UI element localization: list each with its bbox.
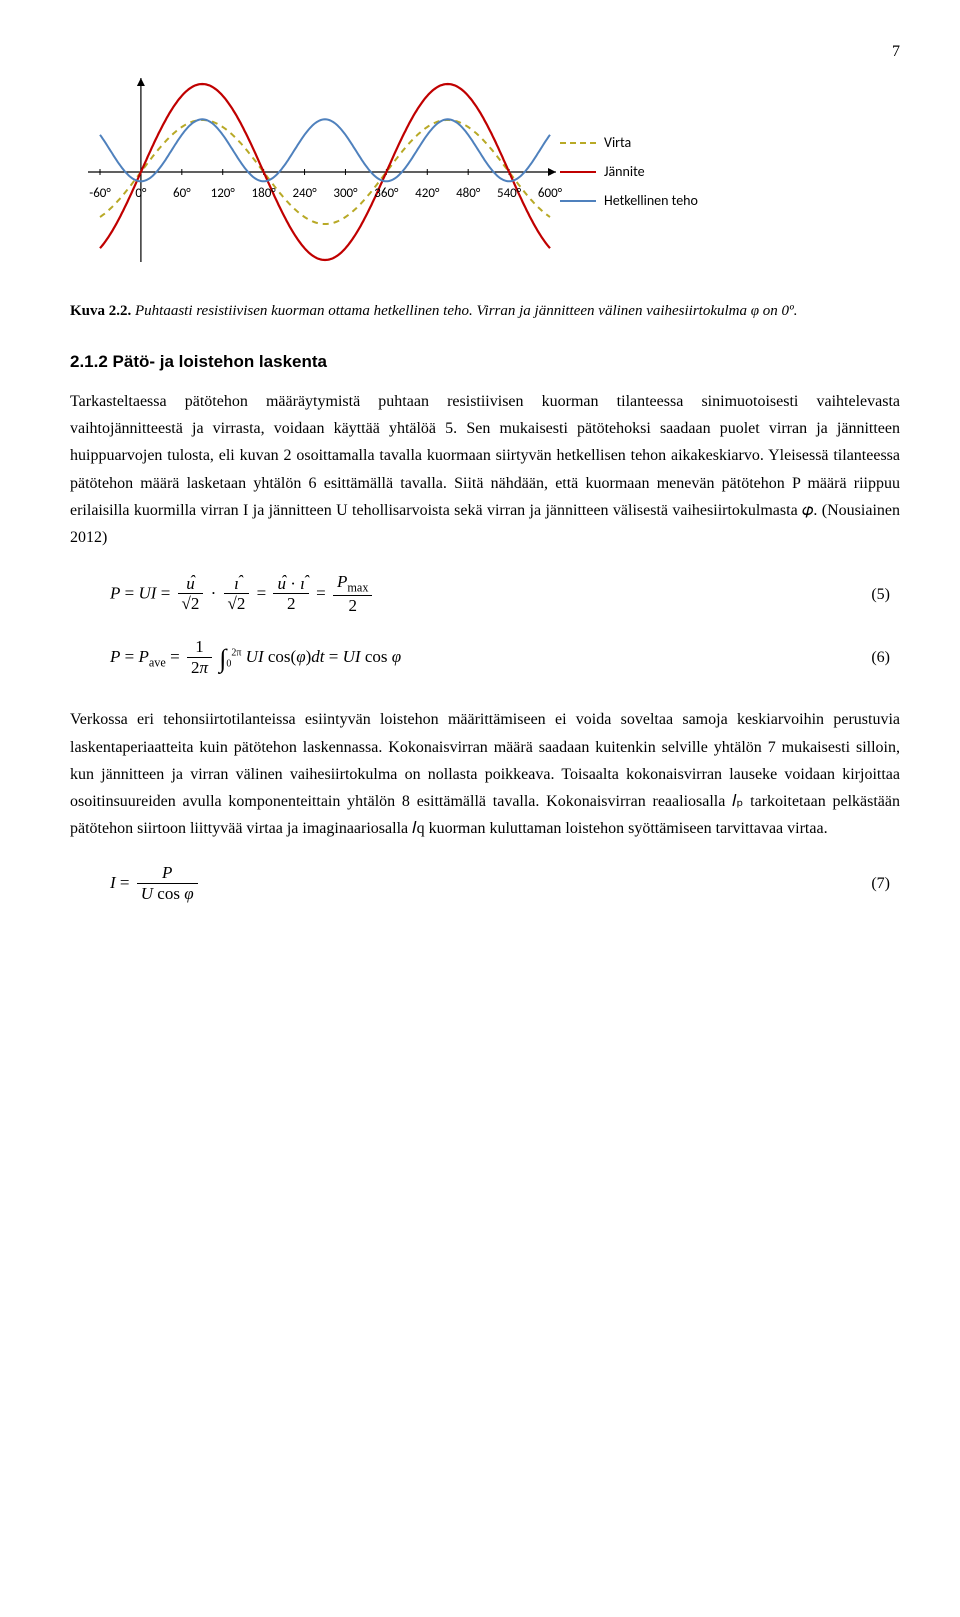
chart-legend: Virta Jännite Hetkellinen teho (560, 132, 698, 219)
equation-7-number: (7) (871, 872, 900, 896)
section-heading: 2.1.2 Pätö- ja loistehon laskenta (70, 349, 900, 375)
legend-swatch (560, 171, 596, 173)
x-tick-label: 0° (135, 184, 146, 204)
x-tick-label: 300° (333, 184, 357, 204)
caption-bold: Kuva 2.2. (70, 303, 131, 319)
x-tick-label: 180° (252, 184, 276, 204)
x-tick-label: 360° (374, 184, 398, 204)
equation-5: P = UI = u√2 · ı√2 = u · ı2 = Pmax2 (5) (70, 573, 900, 616)
equation-5-number: (5) (871, 583, 900, 607)
equation-6-number: (6) (871, 646, 900, 670)
paragraph-2: Verkossa eri tehonsiirtotilanteissa esii… (70, 706, 900, 842)
caption-italic: Puhtaasti resistiivisen kuorman ottama h… (135, 303, 797, 319)
figure-caption: Kuva 2.2. Puhtaasti resistiivisen kuorma… (70, 300, 900, 323)
x-tick-label: 540° (497, 184, 521, 204)
legend-label: Jännite (604, 161, 645, 182)
x-tick-label: -60° (89, 184, 111, 204)
legend-item: Hetkellinen teho (560, 190, 698, 211)
x-tick-label: 120° (211, 184, 235, 204)
equation-6: P = Pave = 12π ∫02π UI cos(φ)dt = UI cos… (70, 638, 900, 678)
x-tick-label: 480° (456, 184, 480, 204)
x-tick-label: 60° (173, 184, 191, 204)
equation-7: I = PU cos φ (7) (70, 864, 900, 904)
legend-label: Virta (604, 132, 631, 153)
page-number: 7 (70, 40, 900, 64)
legend-swatch (560, 142, 596, 144)
legend-swatch (560, 200, 596, 202)
x-tick-label: 240° (292, 184, 316, 204)
x-tick-label: 420° (415, 184, 439, 204)
legend-label: Hetkellinen teho (604, 190, 698, 211)
legend-item: Virta (560, 132, 698, 153)
paragraph-1: Tarkasteltaessa pätötehon määräytymistä … (70, 388, 900, 551)
legend-item: Jännite (560, 161, 698, 182)
x-tick-label: 600° (538, 184, 562, 204)
chart-container: Virta Jännite Hetkellinen teho -60° 0° 60° 12… (70, 72, 710, 282)
